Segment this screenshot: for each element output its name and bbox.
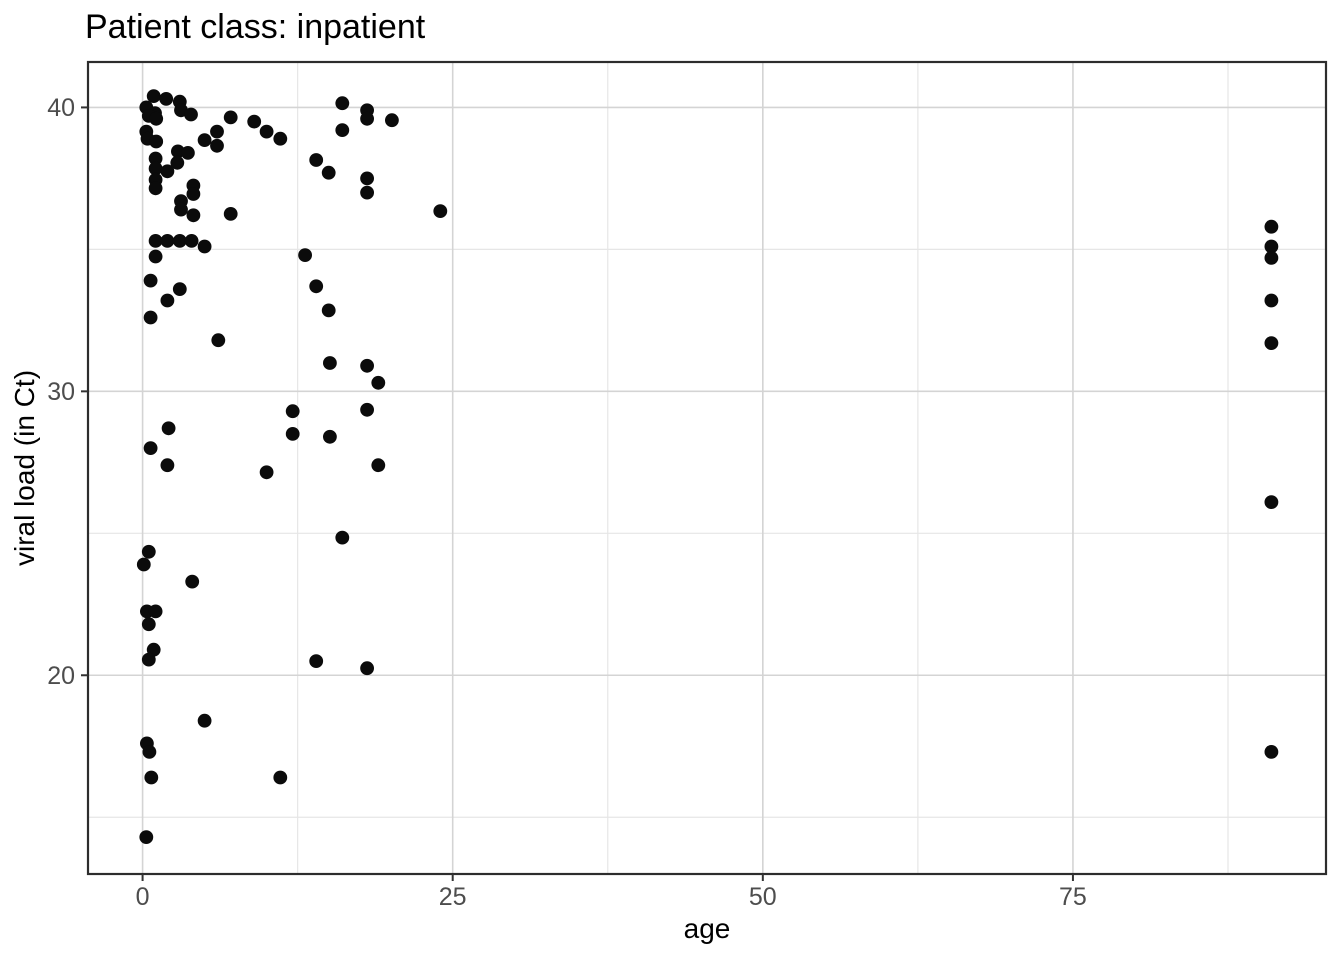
data-point [1264,239,1279,254]
data-point [223,207,238,221]
y-tick-label: 30 [47,378,75,406]
data-point [309,153,324,167]
plot-panel-background [88,62,1326,874]
data-point [184,107,198,122]
data-point [1264,293,1279,308]
data-point [185,574,200,589]
data-point [321,303,336,318]
data-point [141,544,156,559]
data-point [1264,745,1279,759]
data-point [1264,336,1279,350]
data-point [172,282,187,296]
data-point [148,151,163,166]
data-point [371,375,386,390]
y-tick-label: 20 [47,662,75,690]
data-point [273,770,288,785]
data-point [186,208,201,223]
data-point [285,404,300,419]
data-point [142,745,157,759]
data-point [211,333,226,348]
data-point [1264,219,1279,234]
x-axis-title: age [684,913,731,944]
data-point [247,114,262,129]
data-point [433,204,448,219]
data-point [197,133,212,148]
data-point [160,234,175,248]
data-point [143,273,158,288]
data-point [385,113,399,128]
data-point [160,164,175,179]
data-point [159,92,174,106]
x-tick-label: 50 [749,883,777,911]
data-point [259,465,274,480]
data-point [136,557,151,572]
data-point [360,661,374,676]
data-point [309,654,324,668]
data-point [149,111,164,126]
data-point [160,293,175,308]
y-tick-label: 40 [47,94,75,122]
data-point [141,617,156,632]
data-point [323,429,337,444]
data-point [298,248,312,262]
data-point [210,138,224,153]
x-tick-label: 0 [136,883,150,911]
data-point [161,421,176,436]
data-point [181,146,195,160]
data-point [1264,495,1279,509]
data-points [136,89,1279,844]
data-point [174,202,188,217]
data-point [197,239,212,254]
data-point [148,249,163,264]
data-point [273,131,288,146]
data-point [186,187,201,201]
data-point [360,402,374,417]
data-point [1264,251,1279,265]
x-tick-label: 25 [439,883,467,911]
data-point [360,358,374,373]
data-point [210,124,224,139]
data-point [309,279,324,294]
major-gridlines [88,62,1326,874]
x-tick-label: 75 [1059,883,1087,911]
y-axis-title: viral load (in Ct) [9,370,40,566]
data-point [148,181,163,196]
data-point [335,96,350,111]
axis-ticks [81,106,1074,881]
data-point [143,441,158,455]
data-point [360,111,374,126]
axis-tick-labels: 0 25 50 75 20 30 40 [47,94,1087,911]
data-point [197,713,212,728]
data-point [160,458,175,473]
data-point [141,652,156,667]
data-point [321,165,336,180]
data-point [148,234,163,248]
data-point [172,234,187,248]
data-point [184,234,199,248]
data-point [259,124,274,139]
data-point [143,310,158,325]
data-point [360,171,374,186]
data-point [360,185,374,200]
data-point [139,830,154,844]
data-point [148,604,163,619]
data-point [371,458,386,473]
data-point [223,110,238,125]
chart-title: Patient class: inpatient [85,8,426,46]
data-point [146,89,161,103]
data-point [170,155,185,170]
data-point [335,530,350,545]
data-point [335,123,350,137]
data-point [144,770,159,785]
minor-gridlines [88,62,1326,874]
data-point [285,427,300,441]
data-point [149,134,164,149]
plot-panel-border [86,60,1328,876]
data-point [148,161,163,176]
data-point [323,356,337,370]
